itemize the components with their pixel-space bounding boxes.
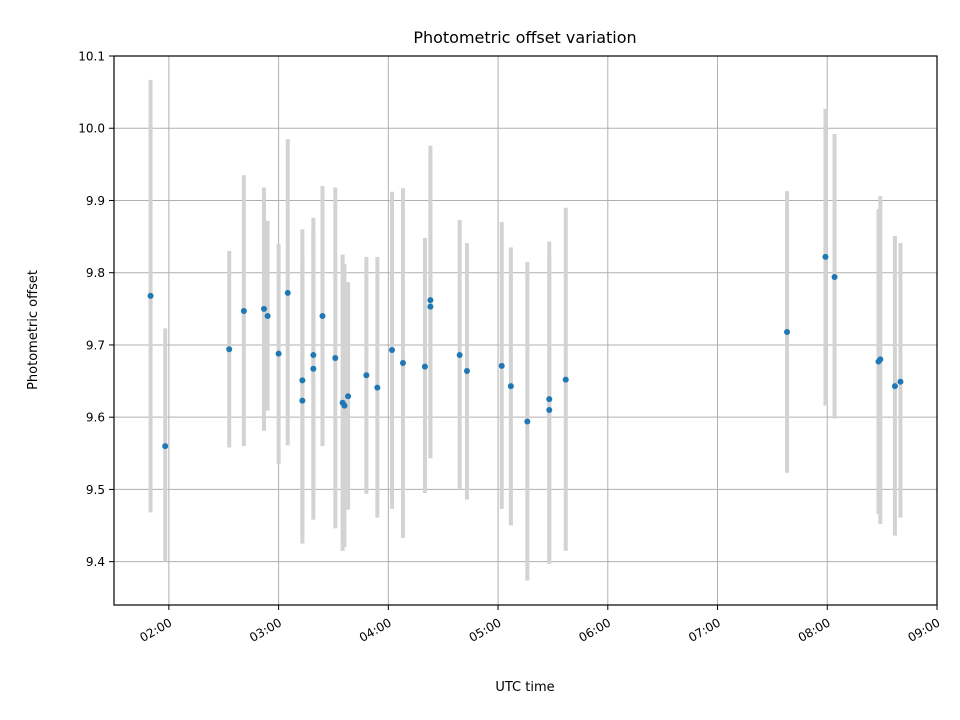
- data-point: [388, 347, 395, 354]
- data-point: [284, 289, 291, 296]
- data-point: [374, 384, 381, 391]
- data-point: [891, 383, 898, 390]
- data-point: [332, 354, 339, 361]
- data-point: [345, 393, 352, 400]
- data-point: [507, 383, 514, 390]
- data-point: [498, 362, 505, 369]
- y-tick-label: 9.4: [86, 555, 105, 569]
- data-point: [299, 397, 306, 404]
- y-tick-label: 10.1: [78, 50, 105, 64]
- data-point: [147, 292, 154, 299]
- y-tick-label: 9.6: [86, 411, 105, 425]
- data-point: [363, 372, 370, 379]
- data-point: [275, 350, 282, 357]
- data-point: [310, 352, 317, 359]
- x-axis-label: UTC time: [495, 680, 554, 695]
- data-point: [421, 363, 428, 370]
- data-point: [897, 378, 904, 385]
- y-tick-label: 9.7: [86, 338, 105, 352]
- data-point: [264, 313, 271, 320]
- data-point: [546, 396, 553, 403]
- chart-title: Photometric offset variation: [413, 28, 636, 47]
- data-point: [877, 356, 884, 363]
- y-axis-label: Photometric offset: [26, 270, 41, 390]
- data-point: [427, 303, 434, 310]
- data-point: [562, 376, 569, 383]
- data-point: [260, 305, 267, 312]
- data-point: [240, 307, 247, 314]
- data-point: [319, 313, 326, 320]
- data-point: [399, 360, 406, 367]
- plot-frame: [113, 55, 938, 606]
- data-point: [456, 352, 463, 359]
- data-point: [831, 274, 838, 281]
- data-points: [147, 253, 904, 450]
- data-point: [784, 328, 791, 335]
- data-point: [299, 377, 306, 384]
- y-axis-ticks: 9.4 9.5 9.6 9.7 9.8 9.9 10.0 10.1: [78, 50, 114, 569]
- y-tick-label: 10.0: [78, 122, 105, 136]
- data-point: [524, 418, 531, 425]
- data-point: [341, 402, 348, 409]
- data-point: [226, 346, 233, 353]
- data-point: [463, 367, 470, 374]
- y-tick-label: 9.9: [86, 194, 105, 208]
- y-tick-label: 9.8: [86, 266, 105, 280]
- data-point: [310, 365, 317, 372]
- data-point: [427, 297, 434, 304]
- data-point: [162, 443, 169, 450]
- y-tick-label: 9.5: [86, 483, 105, 497]
- data-point: [822, 253, 829, 260]
- data-point: [546, 406, 553, 413]
